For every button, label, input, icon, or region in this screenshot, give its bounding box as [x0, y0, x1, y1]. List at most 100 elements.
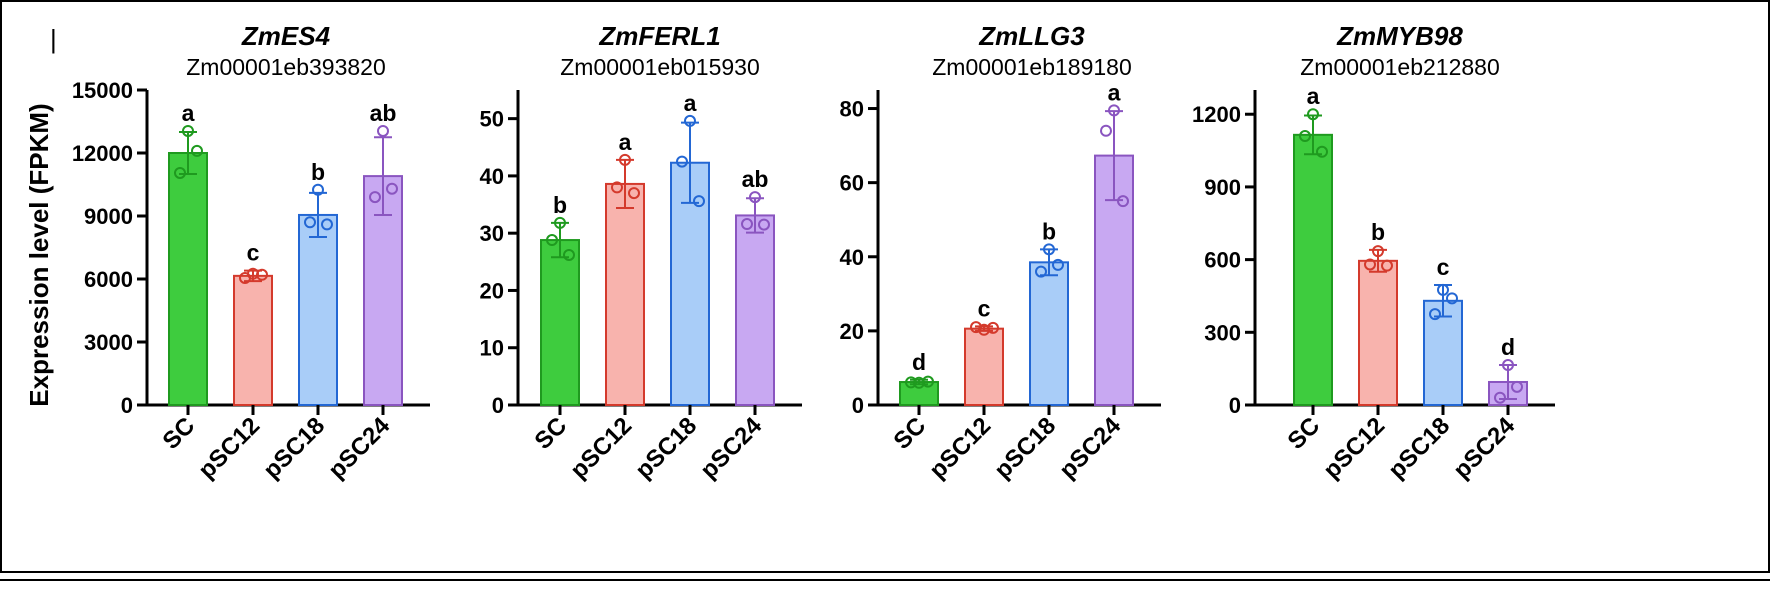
x-tick-label: pSC24	[695, 412, 767, 484]
y-tick-label: 20	[480, 278, 504, 303]
significance-label: a	[684, 90, 697, 116]
y-tick-label: 0	[1229, 393, 1241, 418]
significance-label: b	[1371, 219, 1385, 245]
x-tick-label: pSC18	[1383, 412, 1455, 484]
figure-border	[0, 0, 1770, 573]
y-tick-label: 60	[840, 171, 864, 196]
replicate-point	[676, 155, 688, 168]
y-tick-label: 40	[480, 164, 504, 189]
bar-psc12	[964, 327, 1004, 406]
x-tick-label: pSC12	[565, 412, 637, 484]
x-tick-label: pSC12	[924, 412, 996, 484]
significance-label: a	[1108, 79, 1121, 105]
replicate-point	[1372, 245, 1384, 258]
x-tick-label: pSC18	[258, 412, 330, 484]
panel-mark: |	[50, 24, 57, 54]
replicate-point	[321, 218, 333, 231]
chart-panel-zmes4: ZmES4 Zm00001eb393820 0 3000 6000 9000 12000 15…	[72, 21, 430, 484]
replicate-point	[563, 248, 575, 261]
bar-psc12	[605, 182, 645, 406]
significance-label: a	[619, 129, 632, 155]
chart-subtitle: Zm00001eb015930	[560, 54, 760, 80]
replicate-point	[1511, 380, 1523, 393]
chart-title: ZmFERL1	[598, 21, 720, 51]
replicate-point	[1035, 265, 1047, 278]
x-tick-label: SC	[1283, 412, 1326, 455]
chart-title: ZmMYB98	[1336, 21, 1463, 51]
replicate-point	[749, 191, 761, 204]
bar-sc	[1293, 133, 1333, 406]
replicate-point	[1446, 292, 1458, 305]
replicate-point	[1299, 130, 1311, 143]
y-axis-label: Expression level (FPKM)	[24, 103, 54, 406]
replicate-point	[1043, 243, 1055, 256]
chart-subtitle: Zm00001eb393820	[186, 54, 386, 80]
chart-title: ZmLLG3	[978, 21, 1085, 51]
replicate-point	[191, 144, 203, 157]
y-tick-label: 0	[492, 393, 504, 418]
bar-sc	[540, 239, 580, 406]
replicate-point	[628, 187, 640, 200]
replicate-point	[987, 321, 999, 334]
bar-psc18	[1029, 261, 1069, 406]
bar-psc24	[735, 214, 775, 406]
replicate-point	[1381, 259, 1393, 272]
significance-label: c	[1437, 254, 1450, 280]
replicate-point	[1108, 104, 1120, 117]
replicate-point	[758, 218, 770, 231]
replicate-point	[1437, 283, 1449, 296]
y-tick-label: 0	[121, 393, 133, 418]
replicate-point	[174, 166, 186, 179]
y-tick-label: 900	[1204, 175, 1241, 200]
x-tick-label: pSC12	[193, 412, 265, 484]
x-tick-label: pSC24	[323, 412, 395, 484]
significance-label: d	[1501, 334, 1515, 360]
significance-label: c	[247, 240, 260, 266]
y-tick-label: 6000	[84, 267, 133, 292]
x-tick-label: pSC18	[989, 412, 1061, 484]
replicate-point	[611, 181, 623, 194]
x-tick-label: pSC24	[1054, 412, 1126, 484]
chart-panel-zmferl1: ZmFERL1 Zm00001eb015930 0 10 20 30 40 50 SC b pSC1…	[480, 21, 802, 484]
y-tick-label: 80	[840, 97, 864, 122]
replicate-point	[377, 124, 389, 137]
chart-panels: ZmES4Zm00001eb39382003000600090001200015…	[72, 21, 1555, 484]
significance-label: d	[912, 349, 926, 375]
replicate-point	[1307, 108, 1319, 121]
y-tick-label: 30	[480, 221, 504, 246]
y-tick-label: 50	[480, 107, 504, 132]
replicate-point	[922, 375, 934, 388]
x-tick-label: SC	[158, 412, 201, 455]
replicate-point	[741, 218, 753, 231]
replicate-point	[684, 114, 696, 127]
chart-panel-zmmyb98: ZmMYB98 Zm00001eb212880 0 300 600 900 1200 SC a p…	[1192, 21, 1555, 484]
replicate-point	[1117, 195, 1129, 208]
replicate-point	[369, 191, 381, 204]
replicate-point	[693, 195, 705, 208]
replicate-point	[182, 124, 194, 137]
y-tick-label: 20	[840, 319, 864, 344]
y-tick-label: 0	[852, 393, 864, 418]
replicate-point	[256, 268, 268, 281]
bar-psc12	[1358, 259, 1398, 407]
bar-sc	[168, 152, 208, 406]
y-tick-label: 300	[1204, 320, 1241, 345]
replicate-point	[1364, 258, 1376, 271]
replicate-point	[554, 216, 566, 229]
bar-psc12	[233, 274, 273, 406]
replicate-point	[1502, 359, 1514, 372]
chart-panel-zmllg3: ZmLLG3 Zm00001eb189180 0 20 40 60 80 SC d pSC12 c p…	[840, 21, 1161, 484]
significance-label: b	[553, 192, 567, 218]
x-tick-label: SC	[530, 412, 573, 455]
chart-subtitle: Zm00001eb189180	[932, 54, 1132, 80]
x-tick-label: SC	[889, 412, 932, 455]
y-tick-label: 40	[840, 245, 864, 270]
significance-label: a	[182, 100, 195, 126]
replicate-point	[386, 182, 398, 195]
replicate-point	[905, 376, 917, 389]
y-tick-label: 3000	[84, 330, 133, 355]
replicate-point	[239, 271, 251, 284]
chart-subtitle: Zm00001eb212880	[1300, 54, 1500, 80]
x-tick-label: pSC24	[1448, 412, 1520, 484]
